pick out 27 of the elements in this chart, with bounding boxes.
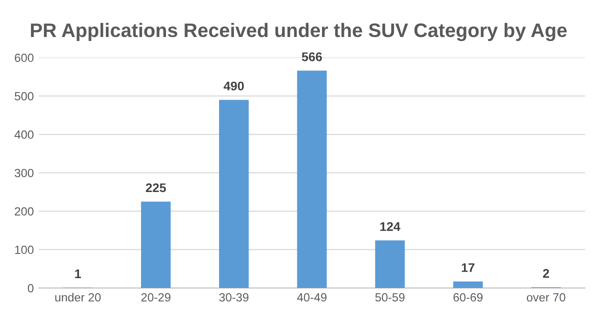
- data-label: 124: [380, 222, 400, 231]
- bar: [453, 281, 483, 288]
- x-tick-label: 60-69: [454, 293, 483, 302]
- data-label: 17: [462, 263, 474, 272]
- x-tick-label: 50-59: [375, 293, 405, 302]
- bar: [219, 100, 249, 288]
- data-label: 2: [543, 268, 550, 278]
- x-tick-label: under 20: [55, 292, 101, 302]
- bar: [375, 240, 405, 288]
- y-tick-label: 600: [14, 54, 34, 62]
- y-tick-label: 200: [14, 207, 34, 216]
- x-tick-label: 40-49: [297, 293, 326, 302]
- x-tick-label: over 70: [526, 293, 566, 302]
- y-tick-label: 100: [15, 246, 34, 254]
- chart-title: PR Applications Received under the SUV Category by Age: [30, 22, 567, 42]
- x-tick-label: 20-29: [141, 293, 170, 302]
- y-tick-label: 300: [14, 168, 34, 178]
- x-tick-label: 30-39: [219, 293, 248, 302]
- y-tick-label: 400: [14, 130, 34, 139]
- data-label: 225: [146, 183, 166, 192]
- bar: [297, 70, 327, 288]
- y-tick-label: 0: [28, 284, 34, 292]
- bar: [141, 202, 171, 288]
- data-label: 566: [302, 52, 322, 62]
- y-tick-label: 500: [14, 92, 34, 100]
- data-label: 1: [75, 269, 81, 278]
- data-label: 490: [224, 82, 244, 90]
